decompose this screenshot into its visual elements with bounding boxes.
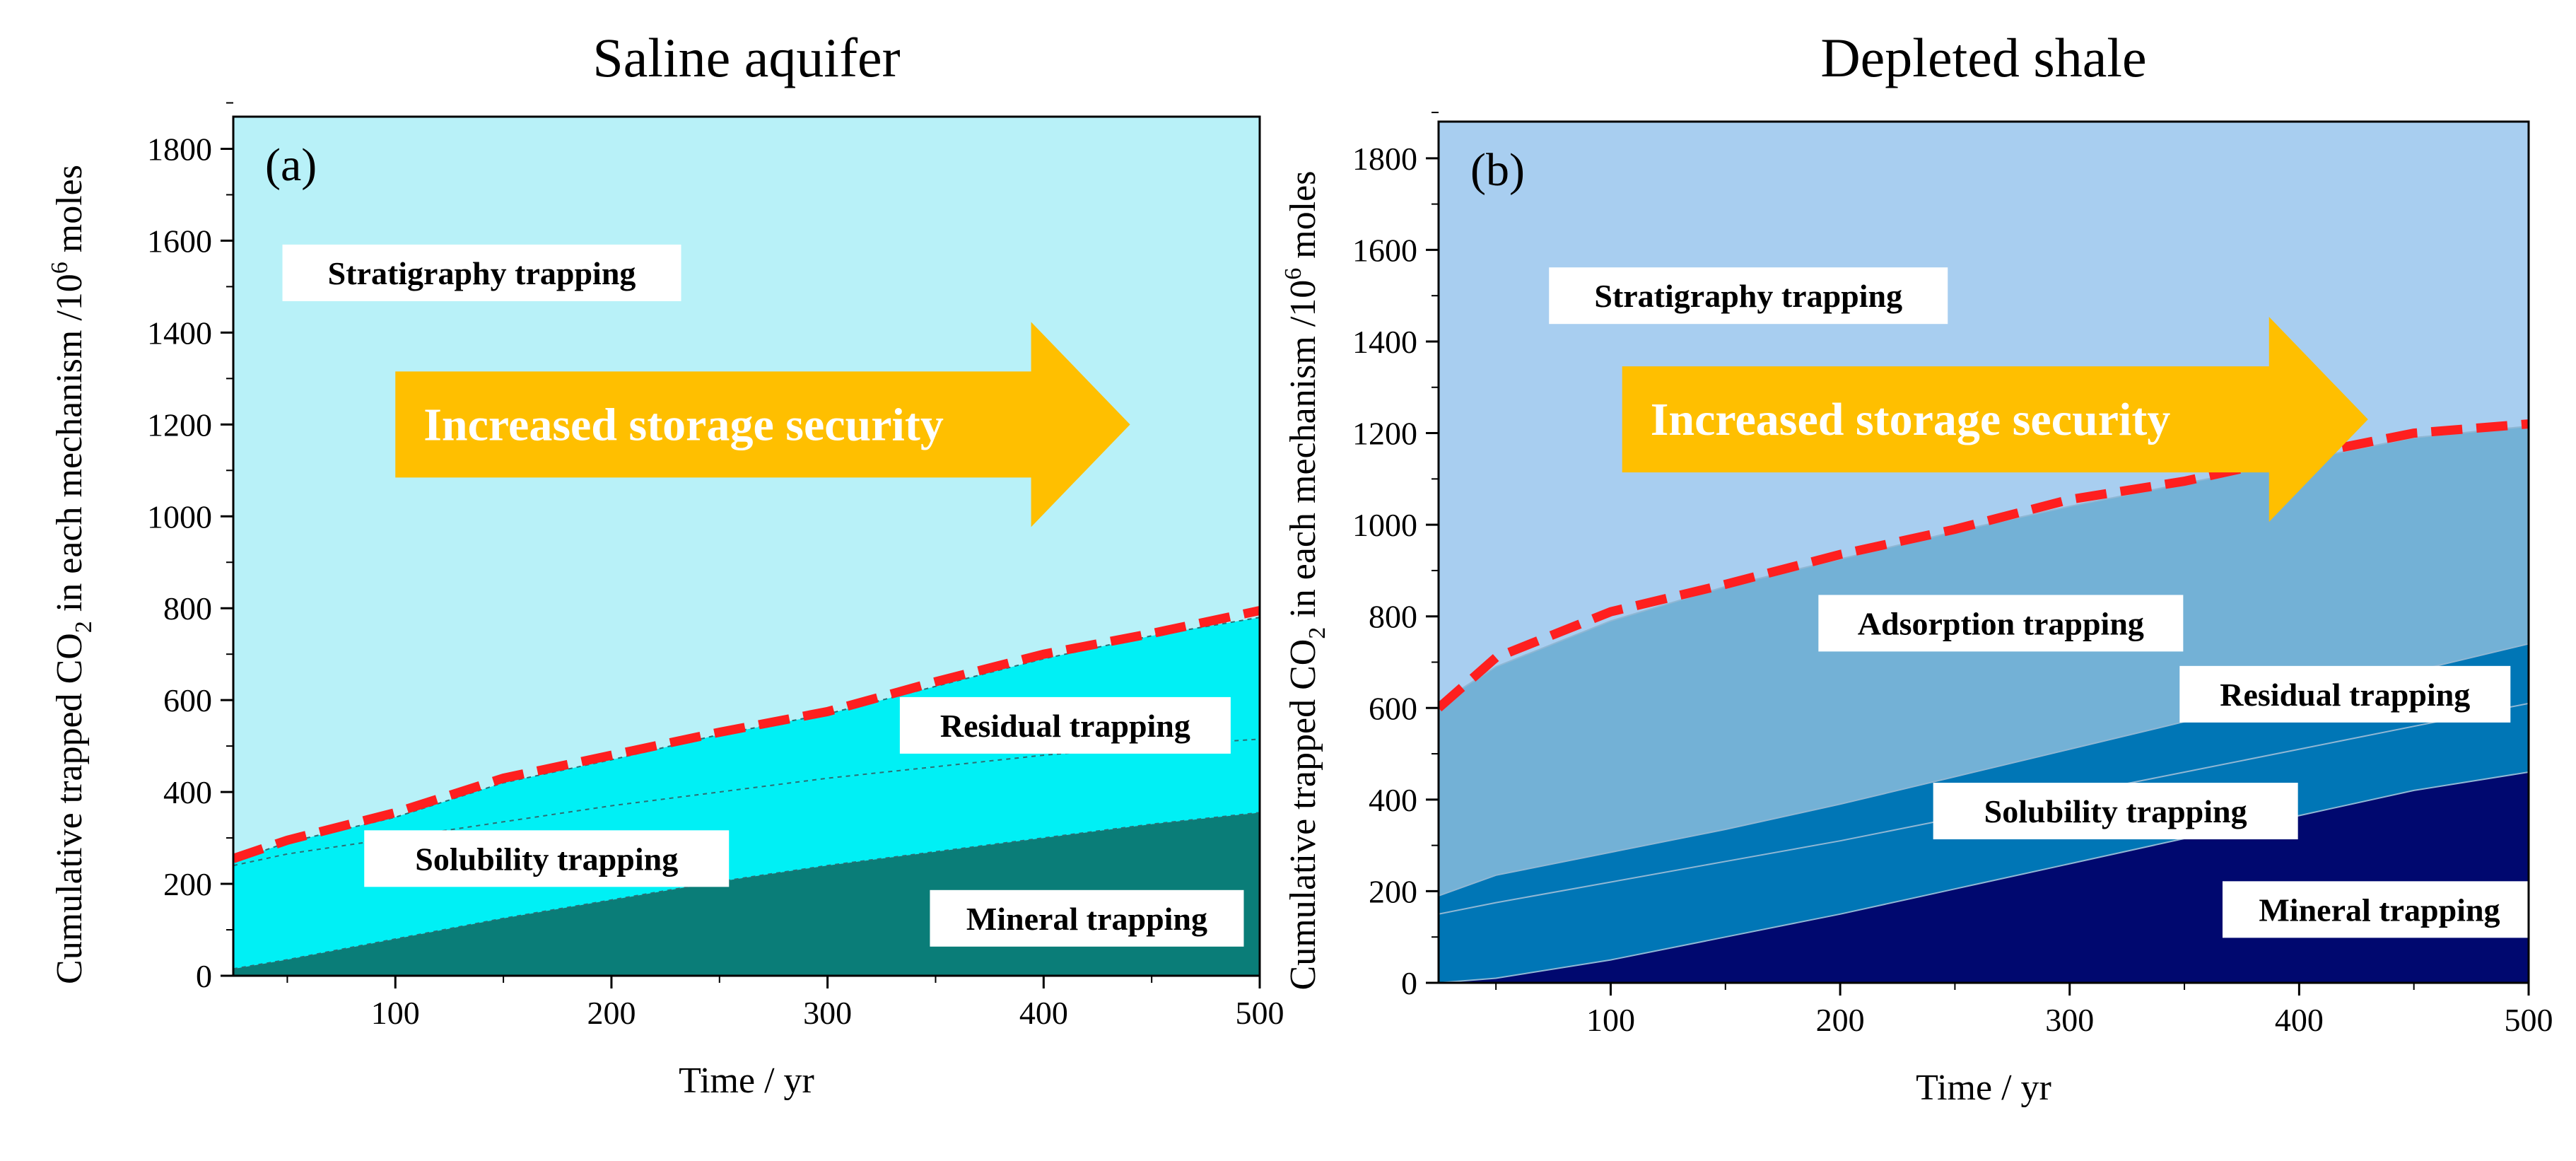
panel-label: (b) xyxy=(1470,144,1525,196)
region-label-text: Residual trapping xyxy=(2220,677,2470,713)
y-tick-label: 0 xyxy=(196,958,212,994)
x-tick-label: 500 xyxy=(2505,1002,2553,1038)
y-tick-label: 200 xyxy=(1369,873,1417,909)
y-tick-label: 800 xyxy=(163,590,212,626)
area-solubility-trapping xyxy=(233,739,1260,969)
y-label-part: 2 xyxy=(1304,627,1330,639)
total-dashed-line xyxy=(1439,419,2529,712)
y-label-part: Cumulative trapped CO xyxy=(49,633,90,984)
y-tick-label: 1800 xyxy=(147,131,212,167)
area-layers xyxy=(1439,122,2529,983)
y-tick-label: 1200 xyxy=(1352,416,1417,452)
y-label-part: 6 xyxy=(1280,268,1306,280)
area-stratigraphy-trapping xyxy=(233,117,1260,861)
y-tick-label: 600 xyxy=(163,682,212,718)
region-label-text: Stratigraphy trapping xyxy=(1594,278,1902,314)
y-label-part: in each mechanism /10 xyxy=(49,274,90,621)
y-label-part: moles xyxy=(1283,171,1323,268)
total-dashed-line xyxy=(233,606,1260,863)
panel-saline-aquifer: Increased storage security Stratigraphy t… xyxy=(47,27,1284,1101)
x-tick-label: 200 xyxy=(587,995,636,1031)
region-label-text: Stratigraphy trapping xyxy=(328,255,636,291)
y-tick-label: 1400 xyxy=(147,315,212,351)
y-label-part: Cumulative trapped CO xyxy=(1283,639,1323,991)
boundary-line xyxy=(233,738,1260,867)
region-label-text: Adsorption trapping xyxy=(1858,605,2144,641)
y-tick-label: 1400 xyxy=(1352,324,1417,360)
storage-security-arrow xyxy=(1622,317,2368,523)
region-label-residual-trapping: Residual trapping xyxy=(2179,665,2511,723)
region-label-text: Residual trapping xyxy=(940,708,1190,744)
plot-frame xyxy=(1437,120,2530,984)
chart-title: Saline aquifer xyxy=(592,27,900,88)
y-tick-label: 1000 xyxy=(147,498,212,535)
label-box xyxy=(282,244,681,301)
y-label-part: 6 xyxy=(47,262,73,274)
arrow-label: Increased storage security xyxy=(1651,394,2171,445)
x-tick-label: 400 xyxy=(2275,1002,2324,1038)
x-tick-label: 300 xyxy=(2045,1002,2094,1038)
y-tick-label: 1600 xyxy=(1352,232,1417,268)
panel-label: (a) xyxy=(265,139,317,191)
x-tick-label: 400 xyxy=(1019,995,1068,1031)
x-tick-label: 100 xyxy=(1586,1002,1635,1038)
region-label-text: Mineral trapping xyxy=(966,901,1207,937)
y-label-part: 2 xyxy=(71,621,97,633)
region-label-text: Solubility trapping xyxy=(415,841,678,877)
boundary-line xyxy=(1439,771,2529,983)
x-tick-label: 200 xyxy=(1816,1002,1865,1038)
region-label-solubility-trapping: Solubility trapping xyxy=(364,830,730,887)
region-label-mineral-trapping: Mineral trapping xyxy=(2222,881,2536,938)
y-tick-label: 200 xyxy=(163,866,212,902)
region-label-stratigraphy-trapping: Stratigraphy trapping xyxy=(282,244,681,301)
label-box xyxy=(1549,267,1948,325)
region-label-stratigraphy-trapping: Stratigraphy trapping xyxy=(1549,267,1948,325)
area-solubility-trapping xyxy=(1439,703,2529,983)
storage-security-arrow xyxy=(395,322,1130,527)
x-tick-label: 500 xyxy=(1236,995,1284,1031)
arrow-label: Increased storage security xyxy=(423,399,944,450)
chart-title: Depleted shale xyxy=(1820,27,2146,88)
region-label-text: Mineral trapping xyxy=(2259,892,2500,928)
y-tick-label: 600 xyxy=(1369,690,1417,726)
y-tick-label: 1000 xyxy=(1352,507,1417,543)
panel-depleted-shale: Increased storage security Stratigraphy t… xyxy=(1280,27,2553,1108)
region-label-residual-trapping: Residual trapping xyxy=(899,696,1231,754)
label-box xyxy=(2222,881,2536,938)
label-box xyxy=(2179,665,2511,723)
label-box xyxy=(364,830,730,887)
y-tick-label: 0 xyxy=(1401,965,1417,1001)
label-box xyxy=(899,696,1231,754)
x-tick-label: 300 xyxy=(803,995,852,1031)
label-box xyxy=(930,889,1244,947)
y-tick-label: 1800 xyxy=(1352,141,1417,177)
y-tick-label: 800 xyxy=(1369,599,1417,635)
region-label-solubility-trapping: Solubility trapping xyxy=(1933,783,2298,840)
y-tick-label: 400 xyxy=(1369,782,1417,818)
region-label-mineral-trapping: Mineral trapping xyxy=(930,889,1244,947)
y-tick-label: 1200 xyxy=(147,407,212,443)
area-adsorption-trapping xyxy=(1439,426,2529,896)
x-axis-label: Time / yr xyxy=(679,1061,814,1101)
region-label-adsorption-trapping: Adsorption trapping xyxy=(1818,595,2184,652)
x-tick-label: 100 xyxy=(371,995,420,1031)
y-label-part: in each mechanism /10 xyxy=(1283,280,1323,627)
x-axis-label: Time / yr xyxy=(1916,1068,2051,1108)
plot-frame xyxy=(232,115,1261,977)
y-axis-label: Cumulative trapped CO2 in each mechanism… xyxy=(1280,171,1330,991)
area-residual-trapping xyxy=(233,617,1260,866)
y-tick-label: 1600 xyxy=(147,223,212,259)
y-tick-label: 400 xyxy=(163,774,212,810)
y-axis-label: Cumulative trapped CO2 in each mechanism… xyxy=(47,165,97,984)
region-label-text: Solubility trapping xyxy=(1984,793,2247,829)
label-box xyxy=(1818,595,2184,652)
y-label-part: moles xyxy=(49,165,90,262)
label-box xyxy=(1933,783,2298,840)
